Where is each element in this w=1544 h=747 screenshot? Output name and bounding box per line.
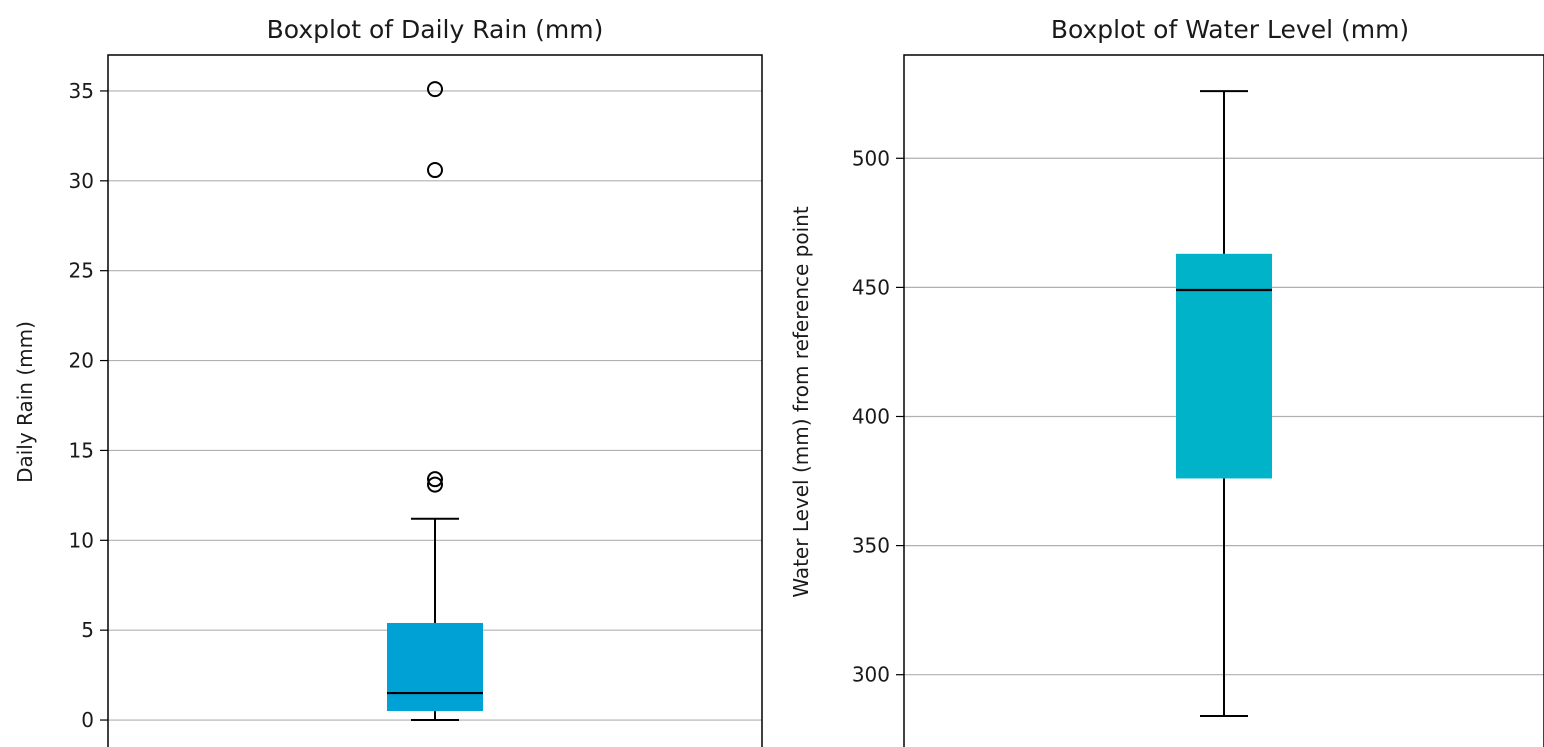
y-tick-label: 350: [852, 534, 890, 558]
water-level-plot-frame: [903, 54, 1544, 747]
water-level-box-marks: [1176, 90, 1272, 718]
rain-chart-title: Boxplot of Daily Rain (mm): [267, 15, 604, 44]
rain-box-marks: [387, 81, 483, 722]
rain-boxplot-panel: Boxplot of Daily Rain (mm) Daily Rain (m…: [13, 15, 763, 747]
rain-y-ticks: 0 5 10 15 20 25 30 35: [69, 79, 108, 732]
rain-plot-frame: [107, 54, 763, 747]
y-tick-label: 300: [852, 663, 890, 687]
y-tick-label: 30: [69, 169, 94, 193]
outlier-point: [427, 162, 443, 179]
outlier-point: [427, 476, 443, 493]
water-level-boxplot-panel: Boxplot of Water Level (mm) Water Level …: [789, 15, 1544, 747]
y-tick-label: 35: [69, 79, 94, 103]
iqr-box: [1176, 253, 1272, 479]
iqr-box: [387, 622, 483, 712]
outlier-point: [427, 471, 443, 488]
y-tick-label: 5: [81, 618, 94, 642]
water-level-chart-title: Boxplot of Water Level (mm): [1051, 15, 1409, 44]
outlier-point: [427, 81, 443, 98]
y-tick-label: 15: [69, 438, 94, 462]
y-tick-label: 450: [852, 275, 890, 299]
water-level-y-axis-label: Water Level (mm) from reference point: [789, 206, 813, 597]
y-tick-label: 20: [69, 349, 94, 373]
y-tick-label: 500: [852, 146, 890, 170]
y-tick-label: 0: [81, 708, 94, 732]
y-tick-label: 10: [69, 528, 94, 552]
y-tick-label: 25: [69, 259, 94, 283]
y-tick-label: 400: [852, 404, 890, 428]
rain-y-axis-label: Daily Rain (mm): [13, 321, 37, 483]
water-level-y-ticks: 300 350 400 450 500: [852, 146, 904, 687]
